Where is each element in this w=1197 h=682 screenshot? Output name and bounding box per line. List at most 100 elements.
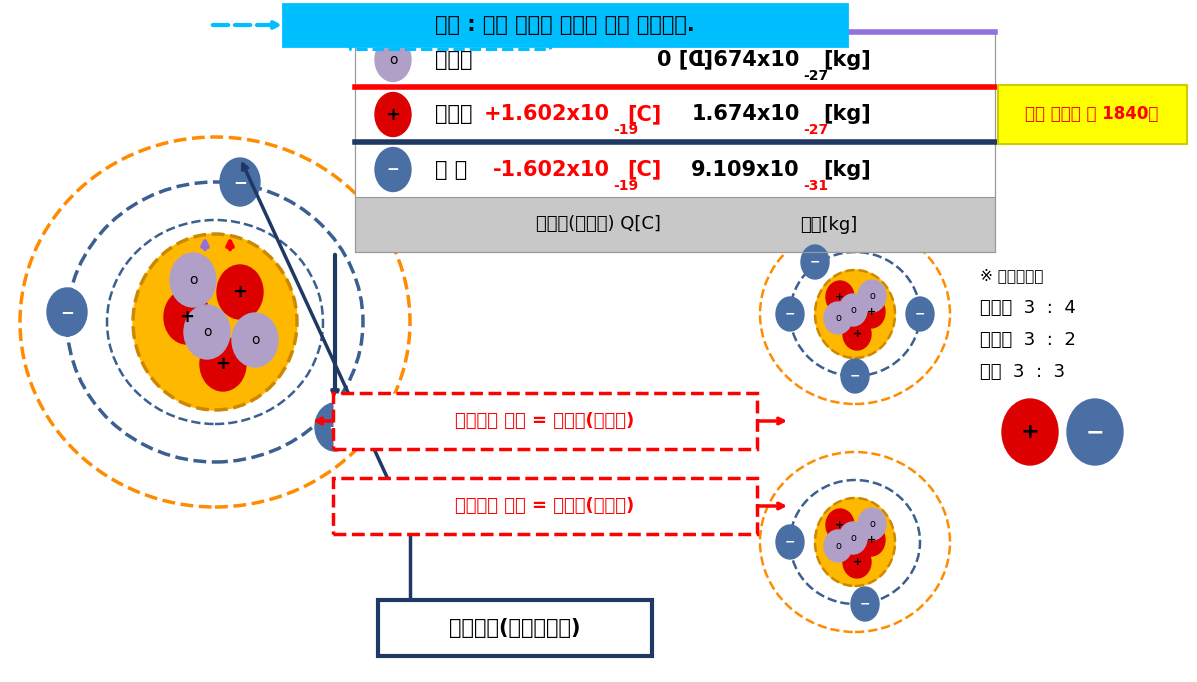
Text: +: +: [385, 106, 401, 123]
FancyBboxPatch shape: [998, 85, 1187, 144]
Text: +: +: [852, 329, 862, 339]
Ellipse shape: [776, 297, 804, 331]
Text: +: +: [1021, 422, 1039, 442]
Text: 1.674x10: 1.674x10: [692, 50, 800, 70]
Ellipse shape: [857, 296, 885, 328]
Text: -27: -27: [803, 123, 828, 138]
Ellipse shape: [232, 313, 278, 367]
Text: −: −: [809, 256, 820, 269]
Ellipse shape: [47, 288, 87, 336]
Text: o: o: [189, 273, 198, 287]
Ellipse shape: [375, 147, 411, 192]
Text: -19: -19: [613, 123, 638, 138]
Ellipse shape: [839, 522, 867, 554]
Ellipse shape: [839, 294, 867, 326]
Text: 질량[kg]: 질량[kg]: [800, 216, 857, 233]
Text: 음전하  3  :  4: 음전하 3 : 4: [980, 299, 1076, 317]
Ellipse shape: [184, 305, 230, 359]
Ellipse shape: [1002, 399, 1058, 465]
Text: 0 [C]: 0 [C]: [657, 50, 713, 70]
Ellipse shape: [858, 508, 886, 540]
Text: 중성자: 중성자: [435, 50, 473, 70]
Text: 양성자: 양성자: [435, 104, 473, 125]
Text: +: +: [836, 520, 845, 530]
Text: [kg]: [kg]: [824, 50, 870, 70]
Ellipse shape: [851, 587, 879, 621]
Text: +: +: [232, 283, 248, 301]
Text: −: −: [233, 173, 247, 191]
Text: 양전하  3  :  2: 양전하 3 : 2: [980, 331, 1076, 349]
Ellipse shape: [164, 290, 209, 344]
Text: 자유전자 잊음 = 양전하(양전기): 자유전자 잊음 = 양전하(양전기): [455, 497, 634, 515]
Ellipse shape: [843, 318, 871, 350]
Ellipse shape: [824, 530, 852, 562]
Text: 전하 : 가장 안전한 상태를 유지 하려한다.: 전하 : 가장 안전한 상태를 유지 하려한다.: [436, 15, 695, 35]
Text: −: −: [850, 370, 861, 383]
Text: −: −: [1086, 422, 1105, 442]
Ellipse shape: [857, 524, 885, 556]
Text: o: o: [250, 333, 260, 347]
Text: -31: -31: [803, 179, 828, 192]
Text: 9.109x10: 9.109x10: [692, 160, 800, 179]
FancyBboxPatch shape: [378, 600, 652, 656]
Ellipse shape: [1067, 399, 1123, 465]
Text: −: −: [60, 303, 74, 321]
Ellipse shape: [801, 245, 830, 279]
Text: o: o: [869, 519, 875, 529]
Text: 1.674x10: 1.674x10: [692, 104, 800, 125]
Ellipse shape: [133, 234, 297, 410]
Text: 자유전자(최외각전자): 자유전자(최외각전자): [449, 618, 581, 638]
Text: −: −: [328, 418, 342, 436]
Text: +: +: [180, 308, 194, 326]
Text: −: −: [387, 162, 400, 177]
Text: [C]: [C]: [627, 104, 661, 125]
Text: o: o: [836, 313, 841, 323]
Ellipse shape: [170, 253, 215, 307]
Text: 전 자: 전 자: [435, 160, 467, 179]
Ellipse shape: [843, 546, 871, 578]
FancyBboxPatch shape: [333, 393, 757, 449]
Ellipse shape: [906, 297, 934, 331]
Text: [C]: [C]: [627, 160, 661, 179]
Ellipse shape: [826, 509, 853, 541]
Text: o: o: [836, 541, 841, 551]
Text: 전자 질량의 약 1840배: 전자 질량의 약 1840배: [1026, 106, 1159, 123]
FancyBboxPatch shape: [356, 142, 995, 197]
Ellipse shape: [858, 280, 886, 312]
Text: +: +: [867, 535, 876, 545]
Text: o: o: [202, 325, 211, 339]
Text: o: o: [850, 533, 856, 543]
Text: o: o: [389, 53, 397, 67]
Text: +: +: [836, 292, 845, 302]
Text: -27: -27: [803, 68, 828, 83]
Text: o: o: [850, 305, 856, 315]
Ellipse shape: [375, 93, 411, 136]
Ellipse shape: [200, 337, 247, 391]
Ellipse shape: [220, 158, 260, 206]
Text: 중성  3  :  3: 중성 3 : 3: [980, 363, 1065, 381]
Text: 자유전자 얻음 = 음전하(음전기): 자유전자 얻음 = 음전하(음전기): [455, 412, 634, 430]
Ellipse shape: [315, 403, 356, 451]
Text: [kg]: [kg]: [824, 104, 870, 125]
FancyBboxPatch shape: [356, 197, 995, 252]
Ellipse shape: [815, 270, 895, 358]
FancyBboxPatch shape: [282, 4, 847, 46]
Text: o: o: [869, 291, 875, 301]
Text: +1.602x10: +1.602x10: [484, 104, 610, 125]
Text: 전기량(전하량) Q[C]: 전기량(전하량) Q[C]: [536, 216, 661, 233]
Text: +: +: [867, 307, 876, 317]
Text: +: +: [852, 557, 862, 567]
FancyBboxPatch shape: [333, 478, 757, 534]
Text: −: −: [785, 308, 795, 321]
Ellipse shape: [815, 498, 895, 586]
Ellipse shape: [824, 302, 852, 334]
Ellipse shape: [841, 359, 869, 393]
FancyBboxPatch shape: [356, 32, 995, 87]
Text: -19: -19: [613, 179, 638, 192]
Text: -1.602x10: -1.602x10: [493, 160, 610, 179]
Ellipse shape: [217, 265, 263, 319]
Text: −: −: [859, 597, 870, 610]
Text: −: −: [915, 308, 925, 321]
FancyBboxPatch shape: [356, 87, 995, 142]
Text: ※ 비율적예시: ※ 비율적예시: [980, 269, 1044, 284]
